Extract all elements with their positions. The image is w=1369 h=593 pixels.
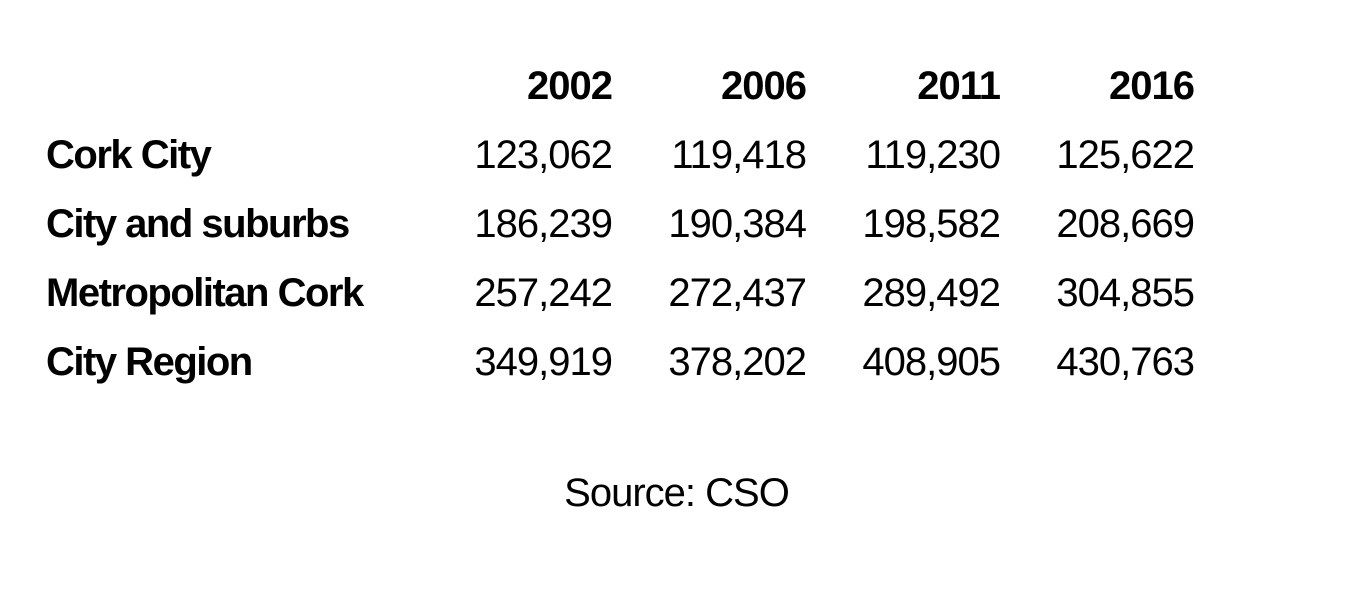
table-cell: 186,239 — [474, 202, 613, 246]
table-cell: 378,202 — [668, 340, 807, 384]
table-cell: 289,492 — [862, 271, 1001, 315]
table-cell: 349,919 — [474, 340, 613, 384]
source-note: Source: CSO — [564, 471, 790, 515]
table-row: Metropolitan Cork 257,242 272,437 289,49… — [46, 259, 1195, 328]
corner-cell — [46, 52, 418, 121]
row-label: Cork City — [46, 133, 212, 177]
population-table: 2002 2006 2011 2016 Cork City 123,062 11… — [46, 52, 1195, 397]
table-row: Cork City 123,062 119,418 119,230 125,62… — [46, 121, 1195, 190]
table-cell: 125,622 — [1056, 133, 1195, 177]
column-header: 2016 — [1109, 64, 1195, 108]
header-row: 2002 2006 2011 2016 — [46, 52, 1195, 121]
column-header: 2011 — [917, 64, 1001, 108]
table-cell: 408,905 — [862, 340, 1001, 384]
column-header: 2006 — [721, 64, 807, 108]
table-cell: 257,242 — [474, 271, 613, 315]
table-cell: 208,669 — [1056, 202, 1195, 246]
table-cell: 119,230 — [865, 133, 1001, 177]
table-row: City Region 349,919 378,202 408,905 430,… — [46, 328, 1195, 397]
table-cell: 272,437 — [668, 271, 807, 315]
table-row: City and suburbs 186,239 190,384 198,582… — [46, 190, 1195, 259]
table-cell: 304,855 — [1056, 271, 1195, 315]
table-cell: 430,763 — [1056, 340, 1195, 384]
table-cell: 119,418 — [671, 133, 807, 177]
table-cell: 198,582 — [862, 202, 1001, 246]
row-label: City Region — [46, 340, 253, 384]
row-label: Metropolitan Cork — [46, 271, 364, 315]
population-table-container: 2002 2006 2011 2016 Cork City 123,062 11… — [46, 52, 1195, 397]
column-header: 2002 — [527, 64, 613, 108]
row-label: City and suburbs — [46, 202, 350, 246]
table-cell: 190,384 — [668, 202, 807, 246]
table-cell: 123,062 — [474, 133, 613, 177]
